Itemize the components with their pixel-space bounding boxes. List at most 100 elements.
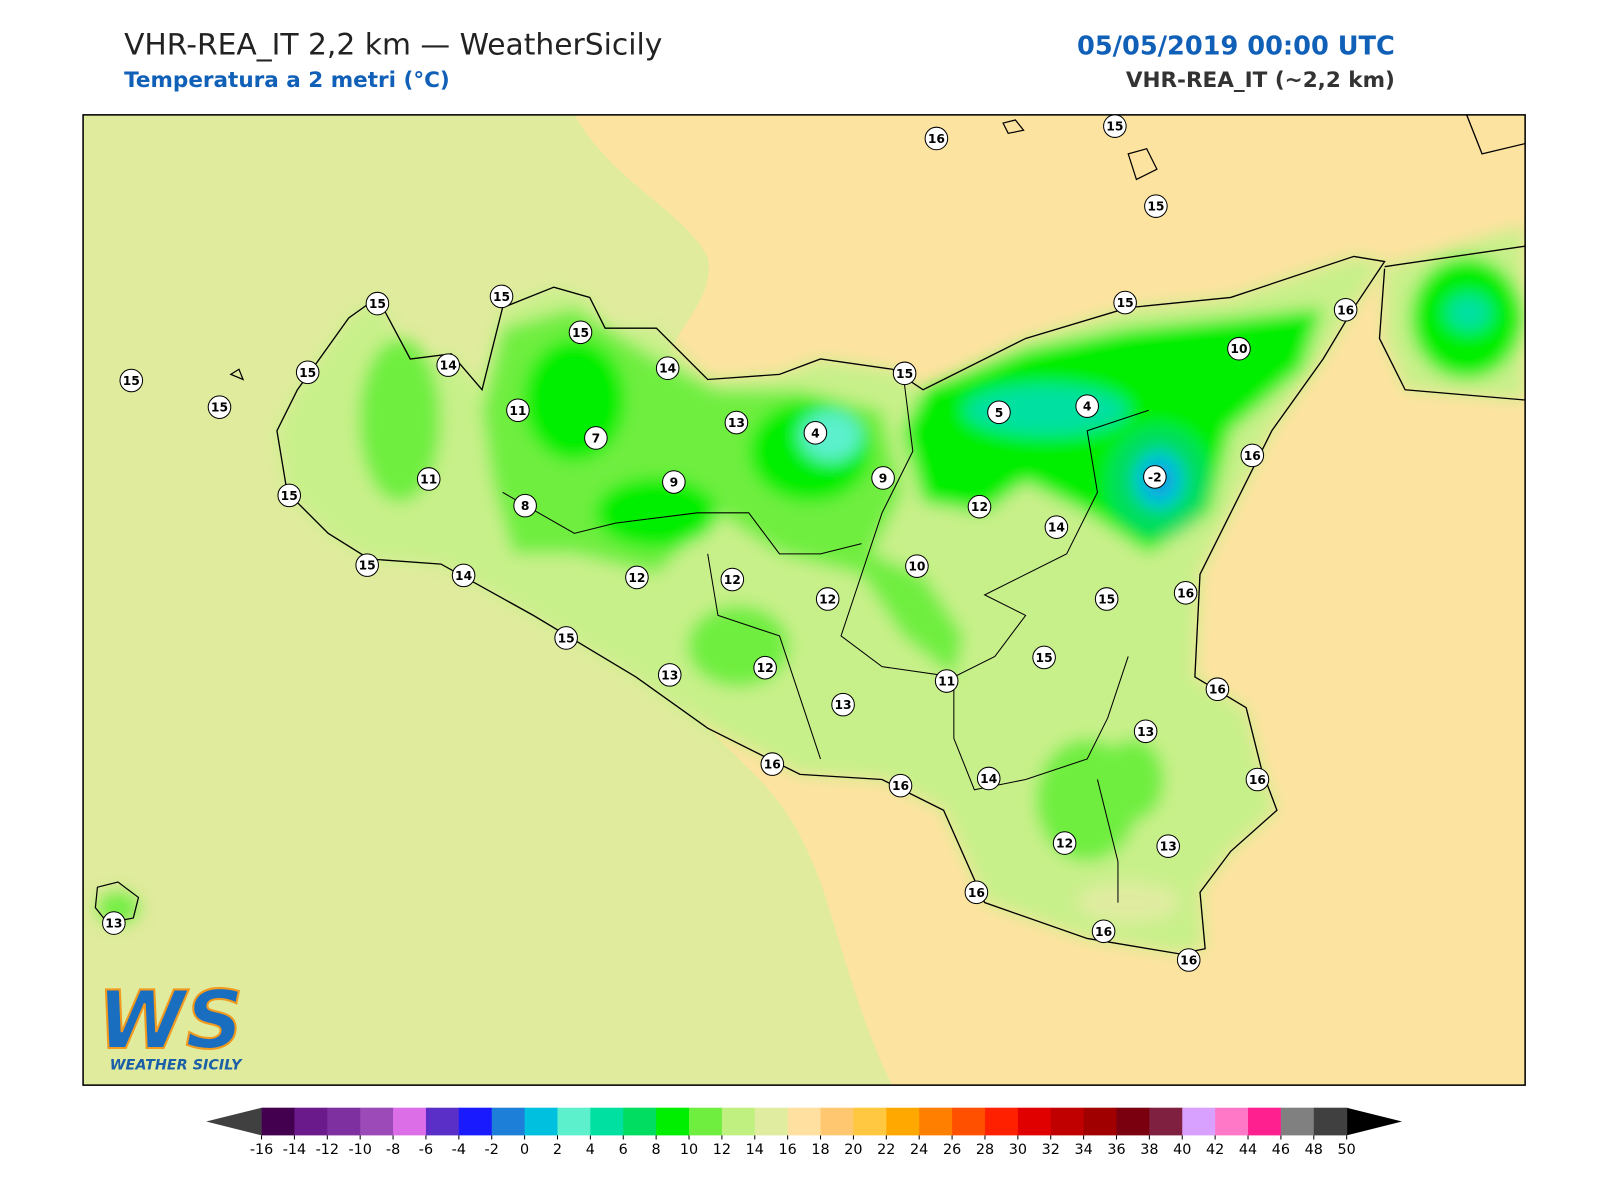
station-marker (815, 587, 840, 611)
colorbar-tick-label: -14 (283, 1142, 306, 1158)
station-value: 15 (1098, 592, 1115, 606)
station-marker (1133, 719, 1158, 744)
station-value: 11 (509, 404, 526, 418)
coastline (276, 255, 1386, 955)
station-value: 16 (968, 886, 985, 900)
station-marker (720, 567, 745, 592)
logo: WS WEATHER SICILY (96, 973, 244, 1074)
colorbar-segment (458, 1107, 493, 1136)
station-marker (888, 773, 913, 798)
station-value: 15 (1117, 296, 1134, 310)
station-marker (1143, 465, 1167, 489)
station-value: 15 (211, 401, 228, 415)
station-marker (1245, 767, 1270, 792)
station-marker (724, 410, 749, 435)
colorbar-tick-label: 30 (1009, 1142, 1027, 1158)
map-frame (82, 114, 1526, 1086)
station-value: 14 (440, 359, 457, 373)
station-value: 15 (1106, 120, 1123, 134)
colorbar-segment (1050, 1107, 1085, 1136)
station-marker (1176, 948, 1201, 972)
station-value: 10 (1230, 342, 1247, 356)
colorbar-tick-label: 10 (680, 1142, 698, 1158)
colorbar-tick-label: 34 (1074, 1142, 1092, 1158)
colorbar-segment (1083, 1107, 1118, 1136)
station-marker (803, 421, 828, 445)
station-value: 5 (995, 406, 1004, 420)
colorbar-segment (1116, 1107, 1150, 1136)
station-marker (831, 692, 855, 717)
station-marker (584, 426, 608, 450)
logo-mark: WS (97, 974, 243, 1067)
station-value: 14 (1048, 521, 1065, 535)
colorbar-tick-label: 44 (1239, 1142, 1257, 1158)
colorbar-tick-label: -16 (250, 1142, 273, 1158)
colorbar-tick-label: 6 (619, 1142, 628, 1158)
colorbar-segment (557, 1107, 591, 1136)
station-value: 11 (420, 472, 437, 486)
station-marker (277, 483, 302, 508)
station-layer: 16 15 15 15 15 15 15 15 15 14 14 11 7 13 4 15 5 4 15 10 16 16… (102, 114, 1358, 972)
station-value: 4 (1083, 400, 1092, 414)
colorbar-tick-label: 32 (1042, 1142, 1060, 1158)
colorbar-tick-label: 2 (553, 1142, 562, 1158)
station-marker (1144, 194, 1168, 218)
colorbar-segment (1017, 1107, 1052, 1136)
station-marker (1032, 645, 1056, 670)
colorbar-segment (689, 1107, 723, 1136)
colorbar-tick-label: 42 (1206, 1142, 1224, 1158)
station-value: 16 (764, 758, 781, 772)
station-marker (892, 361, 917, 386)
station-value: 15 (123, 374, 140, 388)
colorbar: -16 -14 -12 -10 -8 -6 -4 -2 0 2 4 6 8 10 12 14 16 18 20 22 2… (206, 1107, 1403, 1158)
colorbar-tick-label: 22 (877, 1142, 895, 1158)
colorbar-tick-label: 12 (713, 1142, 731, 1158)
title: VHR-REA_IT 2,2 km — WeatherSicily (124, 27, 662, 62)
station-marker (987, 400, 1011, 425)
station-marker (451, 563, 476, 588)
station-value: 13 (1160, 840, 1177, 854)
station-marker (760, 752, 785, 776)
station-marker (295, 360, 320, 385)
colorbar-tick-label: 28 (976, 1142, 994, 1158)
station-marker (513, 493, 537, 518)
islands (94, 119, 1158, 924)
station-marker (905, 554, 929, 578)
station-value: 9 (879, 471, 888, 485)
colorbar-tick-label: -4 (452, 1142, 466, 1158)
station-value: 15 (1036, 651, 1053, 665)
colorbar-tick-label: 8 (652, 1142, 661, 1158)
colorbar-segment (294, 1107, 328, 1136)
station-value: 9 (670, 476, 679, 490)
colorbar-tick-label: 36 (1107, 1142, 1125, 1158)
colorbar-tick-label: -10 (348, 1142, 371, 1158)
station-marker (976, 766, 1001, 791)
station-value: 12 (757, 661, 774, 675)
station-marker (207, 395, 232, 419)
station-value: 13 (728, 416, 745, 430)
colorbar-segment (623, 1107, 657, 1136)
station-value: 16 (1337, 303, 1354, 317)
colorbar-segment (984, 1107, 1019, 1136)
station-value: 16 (1180, 954, 1197, 968)
coastline-calabria (1378, 114, 1526, 401)
station-value: 12 (724, 573, 741, 587)
colorbar-segment (1248, 1107, 1282, 1136)
station-marker (119, 368, 144, 393)
station-marker (1333, 297, 1358, 322)
colorbar-segment (1280, 1107, 1315, 1136)
station-value: 16 (1249, 773, 1266, 787)
station-value: 12 (628, 571, 645, 585)
station-marker (871, 466, 895, 490)
station-value: 12 (971, 500, 988, 514)
colorbar-tick-label: 26 (943, 1142, 961, 1158)
model-label: VHR-REA_IT (~2,2 km) (1126, 68, 1395, 93)
colorbar-segment (1182, 1107, 1216, 1136)
colorbar-segment (656, 1107, 690, 1136)
temperature-field (97, 225, 1526, 954)
station-value: 16 (928, 132, 945, 146)
station-marker (489, 284, 514, 309)
station-value: 11 (938, 675, 955, 689)
colorbar-tick-label: 40 (1173, 1142, 1191, 1158)
